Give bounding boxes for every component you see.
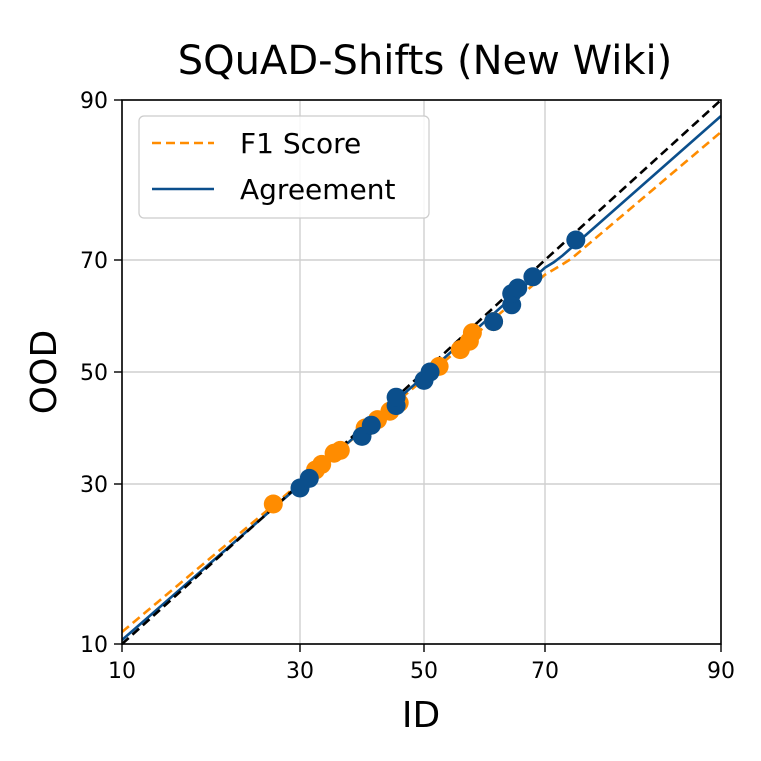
point-agreement xyxy=(361,415,381,435)
y-tick-label: 70 xyxy=(80,249,108,274)
point-agreement xyxy=(484,312,504,332)
point-agreement xyxy=(386,387,406,407)
point-f1-score xyxy=(462,323,482,343)
point-f1-score xyxy=(263,494,283,514)
x-tick-label: 70 xyxy=(531,659,559,684)
point-f1-score xyxy=(312,454,332,474)
legend-box xyxy=(138,115,430,219)
y-axis-ticks: 10 30 50 70 90 xyxy=(80,89,122,658)
legend-label-f1-score: F1 Score xyxy=(240,127,361,160)
x-axis-label: ID xyxy=(402,695,440,736)
data-points xyxy=(263,230,586,514)
point-agreement xyxy=(566,230,586,250)
x-tick-label: 30 xyxy=(286,659,314,684)
y-tick-label: 10 xyxy=(80,633,108,658)
x-tick-label: 90 xyxy=(707,659,735,684)
x-axis-ticks: 10 30 50 70 90 xyxy=(108,644,735,684)
legend-label-agreement: Agreement xyxy=(240,173,396,206)
legend: F1 Score Agreement xyxy=(138,115,430,219)
point-agreement xyxy=(523,267,543,287)
point-agreement xyxy=(299,468,319,488)
y-axis-label: OOD xyxy=(24,330,65,414)
chart-title: SQuAD-Shifts (New Wiki) xyxy=(178,38,673,84)
point-agreement xyxy=(508,278,528,298)
y-tick-label: 50 xyxy=(80,361,108,386)
x-tick-label: 50 xyxy=(410,659,438,684)
point-agreement xyxy=(420,362,440,382)
point-f1-score xyxy=(330,440,350,460)
y-tick-label: 90 xyxy=(80,89,108,114)
x-tick-label: 10 xyxy=(108,659,136,684)
y-tick-label: 30 xyxy=(80,473,108,498)
